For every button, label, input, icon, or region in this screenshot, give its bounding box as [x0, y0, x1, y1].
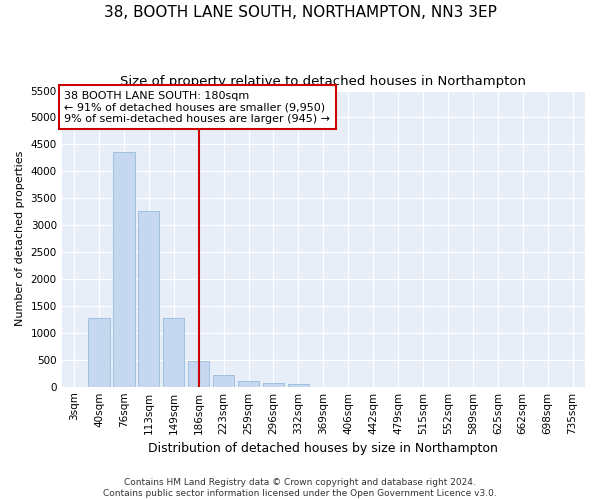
Bar — [213, 374, 234, 386]
Bar — [263, 384, 284, 386]
Bar — [188, 361, 209, 386]
Text: 38 BOOTH LANE SOUTH: 180sqm
← 91% of detached houses are smaller (9,950)
9% of s: 38 BOOTH LANE SOUTH: 180sqm ← 91% of det… — [64, 90, 330, 124]
Bar — [88, 318, 110, 386]
Bar — [113, 152, 134, 386]
Text: Contains HM Land Registry data © Crown copyright and database right 2024.
Contai: Contains HM Land Registry data © Crown c… — [103, 478, 497, 498]
Bar — [163, 318, 184, 386]
Title: Size of property relative to detached houses in Northampton: Size of property relative to detached ho… — [121, 75, 526, 88]
Bar — [288, 384, 309, 386]
Y-axis label: Number of detached properties: Number of detached properties — [15, 151, 25, 326]
X-axis label: Distribution of detached houses by size in Northampton: Distribution of detached houses by size … — [148, 442, 498, 455]
Bar — [138, 210, 160, 386]
Text: 38, BOOTH LANE SOUTH, NORTHAMPTON, NN3 3EP: 38, BOOTH LANE SOUTH, NORTHAMPTON, NN3 3… — [104, 5, 496, 20]
Bar — [238, 382, 259, 386]
